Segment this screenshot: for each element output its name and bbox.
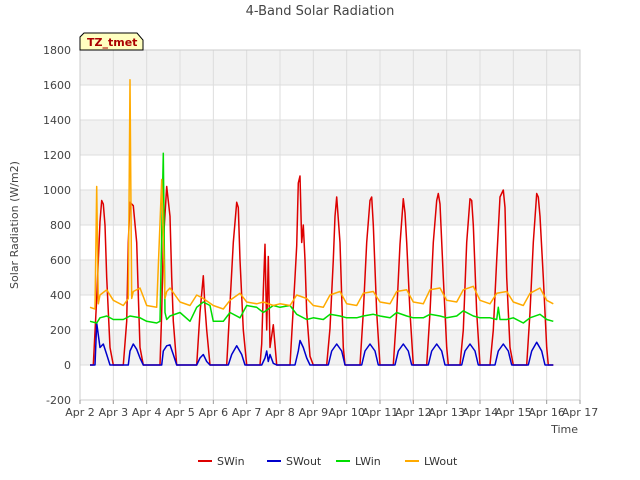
series-layer bbox=[89, 79, 554, 366]
plot-frame bbox=[79, 49, 581, 401]
y-tick-label: 200 bbox=[50, 324, 71, 337]
series-line-lwout bbox=[89, 79, 554, 310]
x-tick-label: Apr 7 bbox=[232, 406, 262, 419]
y-tick-label: 600 bbox=[50, 254, 71, 267]
y-tick-label: 0 bbox=[64, 359, 71, 372]
y-tick-label: -200 bbox=[46, 394, 71, 407]
x-tick-label: Apr 8 bbox=[265, 406, 295, 419]
y-tick-label: 1000 bbox=[43, 184, 71, 197]
x-tick-label: Apr 2 bbox=[65, 406, 95, 419]
x-tick-label: Apr 3 bbox=[99, 406, 129, 419]
legend: SWin SWout LWin LWout bbox=[198, 455, 458, 468]
series-line-swout bbox=[90, 322, 554, 366]
y-tick-label: 400 bbox=[50, 289, 71, 302]
y-axis-label: Solar Radiation (W/m2) bbox=[8, 161, 21, 289]
x-tick-label: Apr 4 bbox=[132, 406, 162, 419]
x-tick-label: Apr 11 bbox=[362, 406, 399, 419]
annotation-badge-box bbox=[79, 32, 144, 51]
y-tick-label: 800 bbox=[50, 219, 71, 232]
x-tick-label: Apr 9 bbox=[299, 406, 329, 419]
y-tick-label: 1200 bbox=[43, 149, 71, 162]
x-axis-label: Time bbox=[550, 423, 578, 436]
x-tick-label: Apr 16 bbox=[528, 406, 565, 419]
y-tick-label: 1800 bbox=[43, 44, 71, 57]
plot-band bbox=[80, 85, 580, 120]
annotation-badge: TZ_tmet bbox=[79, 32, 144, 51]
legend-label-swout: SWout bbox=[286, 455, 322, 468]
y-tick-label: 1400 bbox=[43, 114, 71, 127]
series-line-lwin bbox=[89, 152, 554, 324]
x-tick-label: Apr 15 bbox=[495, 406, 532, 419]
y-ticks: -200 0 200 400 600 800 1000 1200 1400 1600 1800 bbox=[43, 44, 71, 407]
legend-label-lwout: LWout bbox=[424, 455, 458, 468]
y-tick-label: 1600 bbox=[43, 79, 71, 92]
legend-label-lwin: LWin bbox=[355, 455, 381, 468]
x-tick-label: Apr 6 bbox=[199, 406, 229, 419]
x-tick-label: Apr 13 bbox=[428, 406, 465, 419]
chart-title: 4-Band Solar Radiation bbox=[246, 4, 395, 19]
x-tick-label: Apr 10 bbox=[328, 406, 365, 419]
x-ticks: Apr 2 Apr 3 Apr 4 Apr 5 Apr 6 Apr 7 Apr 8 Apr 9… bbox=[65, 400, 598, 419]
annotation-badge-text: TZ_tmet bbox=[87, 36, 137, 49]
x-tick-label: Apr 12 bbox=[395, 406, 432, 419]
plot-band bbox=[80, 50, 580, 85]
plot-band bbox=[80, 365, 580, 400]
plot-band bbox=[80, 120, 580, 155]
x-tick-label: Apr 14 bbox=[462, 406, 499, 419]
plot-band bbox=[80, 155, 580, 190]
plot-band bbox=[80, 260, 580, 295]
x-tick-label: Apr 17 bbox=[562, 406, 599, 419]
legend-label-swin: SWin bbox=[217, 455, 245, 468]
x-tick-label: Apr 5 bbox=[165, 406, 195, 419]
